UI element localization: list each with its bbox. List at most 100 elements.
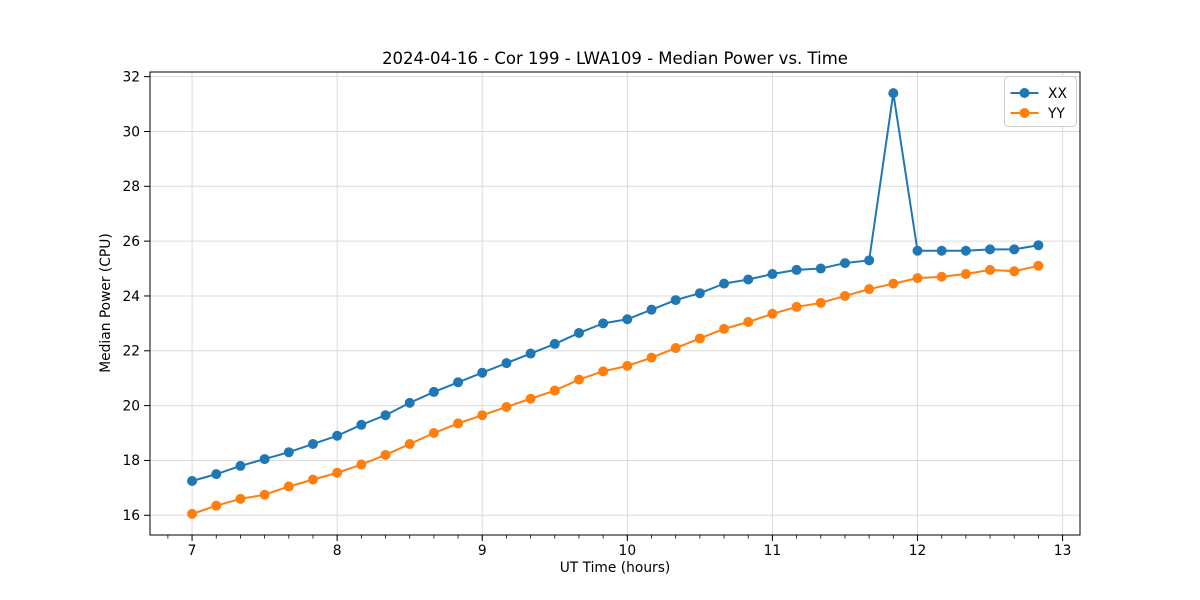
series-yy-marker: [356, 459, 367, 470]
series-yy-marker: [670, 343, 681, 354]
series-yy-marker: [719, 323, 730, 334]
series-yy-marker: [573, 374, 584, 385]
x-tick-label: 9: [478, 543, 487, 559]
legend-marker-xx: [1019, 88, 1030, 98]
series-yy-marker: [839, 290, 850, 301]
series-yy-marker: [815, 297, 826, 308]
series-yy-marker: [1033, 260, 1044, 271]
series-yy-marker: [501, 401, 512, 412]
x-tick-label: 10: [619, 543, 637, 559]
series-xx-marker: [453, 377, 464, 388]
series-yy-marker: [453, 418, 464, 429]
series-xx-marker: [549, 338, 560, 349]
x-axis-label: UT Time (hours): [560, 560, 671, 576]
series-xx-marker: [501, 358, 512, 369]
x-tick-label: 12: [909, 543, 927, 559]
y-tick-label: 20: [122, 398, 140, 414]
x-tick-label: 7: [188, 543, 197, 559]
grid-layer: [150, 72, 1080, 535]
series-yy-marker: [477, 410, 488, 421]
series-yy-marker: [960, 269, 971, 280]
series-xx-marker: [960, 245, 971, 256]
x-tick-label: 13: [1054, 543, 1072, 559]
series-xx-marker: [694, 288, 705, 299]
series-xx-line: [191, 92, 1039, 482]
series-yy-marker: [743, 317, 754, 328]
y-tick-label: 30: [122, 124, 140, 140]
series-xx-marker: [332, 430, 343, 441]
series-yy-marker: [598, 366, 609, 377]
series-xx-marker: [573, 327, 584, 338]
series-yy-marker: [235, 493, 246, 504]
series-yy-marker: [187, 508, 198, 519]
series-xx-marker: [767, 269, 778, 280]
legend-label-yy: YY: [1047, 106, 1065, 122]
series-yy-marker: [936, 271, 947, 282]
series-yy-marker: [791, 301, 802, 312]
y-axis-label: Median Power (CPU): [98, 233, 114, 373]
x-tick-label: 11: [764, 543, 782, 559]
series-yy-marker: [428, 428, 439, 439]
series-yy-marker: [380, 449, 391, 460]
series-yy-marker: [622, 360, 633, 371]
y-tick-label: 18: [122, 453, 140, 469]
series-xx-marker: [356, 419, 367, 430]
series-xx-marker: [477, 367, 488, 378]
series-xx-marker: [211, 469, 222, 480]
series-xx-marker: [404, 397, 415, 408]
series-yy-marker: [525, 393, 536, 404]
y-tick-label: 22: [122, 344, 140, 360]
series-layer: [187, 88, 1044, 519]
chart-title: 2024-04-16 - Cor 199 - LWA109 - Median P…: [382, 49, 848, 68]
series-yy-marker: [985, 264, 996, 275]
legend: XX YY: [1004, 76, 1077, 127]
y-tick-label: 32: [122, 69, 140, 85]
series-xx-marker: [670, 295, 681, 306]
series-xx-marker: [283, 447, 294, 458]
series-yy-marker: [912, 273, 923, 284]
y-tick-label: 28: [122, 179, 140, 195]
series-xx-marker: [646, 304, 657, 315]
series-yy-marker: [1009, 266, 1020, 277]
series-yy-marker: [549, 385, 560, 396]
series-xx-marker: [525, 348, 536, 359]
series-xx-marker: [985, 244, 996, 255]
series-xx-marker: [888, 88, 899, 99]
series-yy-marker: [646, 352, 657, 363]
series-yy-marker: [404, 438, 415, 449]
series-xx-marker: [307, 438, 318, 449]
series-xx-marker: [1009, 244, 1020, 255]
series-xx-marker: [936, 245, 947, 256]
series-xx-marker: [235, 460, 246, 471]
series-xx-marker: [622, 314, 633, 325]
series-yy-marker: [864, 284, 875, 295]
x-tick-label: 8: [333, 543, 342, 559]
y-tick-label: 24: [122, 289, 140, 305]
series-yy-marker: [332, 467, 343, 478]
series-xx-marker: [815, 263, 826, 274]
series-yy-marker: [767, 308, 778, 319]
axes-border: [149, 71, 1081, 536]
series-yy-marker: [888, 278, 899, 289]
series-xx-marker: [187, 475, 198, 486]
series-xx-marker: [791, 264, 802, 275]
series-yy-marker: [307, 474, 318, 485]
series-yy-marker: [694, 333, 705, 344]
series-yy-marker: [211, 500, 222, 511]
series-xx-marker: [719, 278, 730, 289]
series-xx-marker: [1033, 240, 1044, 251]
series-yy-marker: [283, 481, 294, 492]
y-tick-label: 16: [122, 508, 140, 524]
legend-marker-yy: [1019, 108, 1030, 118]
series-xx-marker: [743, 274, 754, 285]
legend-label-xx: XX: [1048, 86, 1067, 102]
y-tick-label: 26: [122, 234, 140, 250]
series-xx-marker: [912, 245, 923, 256]
series-xx-marker: [259, 454, 270, 465]
series-xx-marker: [864, 255, 875, 266]
series-xx-marker: [839, 258, 850, 269]
series-yy-line: [191, 264, 1039, 515]
series-xx-marker: [598, 318, 609, 329]
